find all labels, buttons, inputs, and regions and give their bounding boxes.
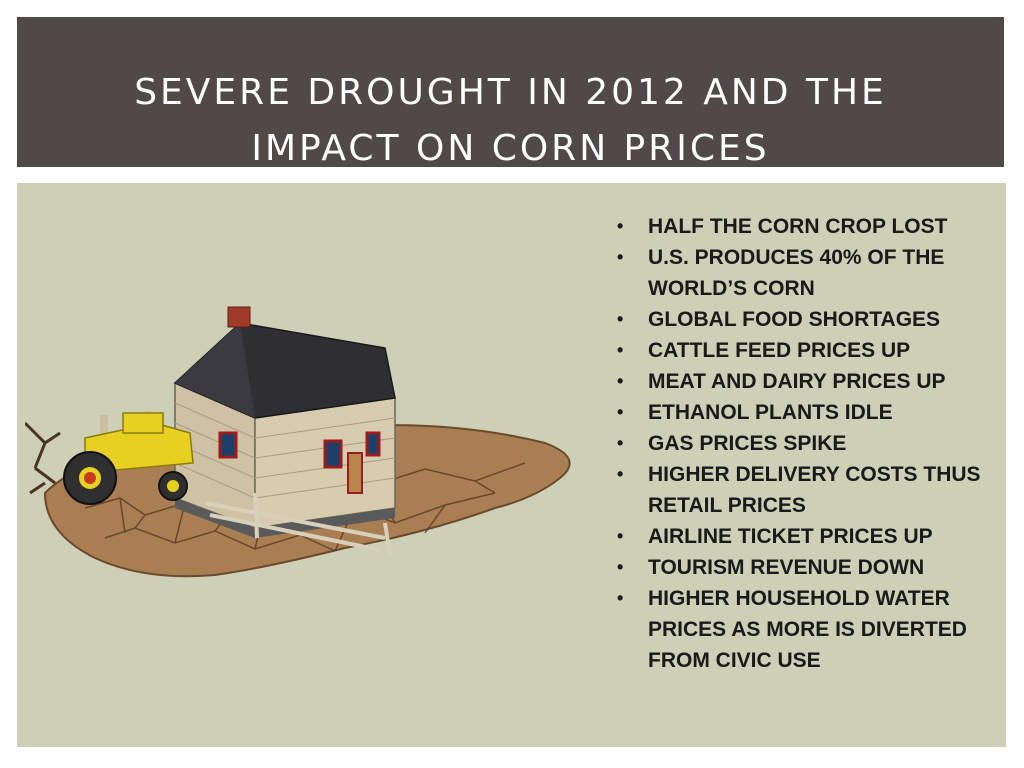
broken-fence [204,492,392,556]
bullet-item: CATTLE FEED PRICES UP [617,335,1002,366]
drought-farm-illustration [25,306,571,578]
bullet-item: GLOBAL FOOD SHORTAGES [617,304,1002,335]
slide-title-line-2: IMPACT ON CORN PRICES [251,128,770,169]
bullet-item: HIGHER DELIVERY COSTS THUS RETAIL PRICES [617,459,1002,521]
bullet-item: MEAT AND DAIRY PRICES UP [617,366,1002,397]
bullet-item: HIGHER HOUSEHOLD WATER PRICES AS MORE IS… [617,583,1002,676]
bullet-item: TOURISM REVENUE DOWN [617,552,1002,583]
slide-title: SEVERE DROUGHT IN 2012 AND THE IMPACT ON… [17,65,1004,177]
bullet-item: HALF THE CORN CROP LOST [617,211,1002,242]
yellow-tractor [63,411,194,505]
bullet-item: ETHANOL PLANTS IDLE [617,397,1002,428]
impact-bullet-list: HALF THE CORN CROP LOST U.S. PRODUCES 40… [617,211,1002,676]
bullet-item: GAS PRICES SPIKE [617,428,1002,459]
slide-title-line-1: SEVERE DROUGHT IN 2012 AND THE [134,72,887,113]
slide-content: HALF THE CORN CROP LOST U.S. PRODUCES 40… [17,183,1006,747]
dead-tree-branches [25,421,61,495]
farmhouse [173,306,396,538]
title-bar: SEVERE DROUGHT IN 2012 AND THE IMPACT ON… [17,17,1004,169]
bullet-item: AIRLINE TICKET PRICES UP [617,521,1002,552]
bullet-item: U.S. PRODUCES 40% OF THE WORLD’S CORN [617,242,1002,304]
